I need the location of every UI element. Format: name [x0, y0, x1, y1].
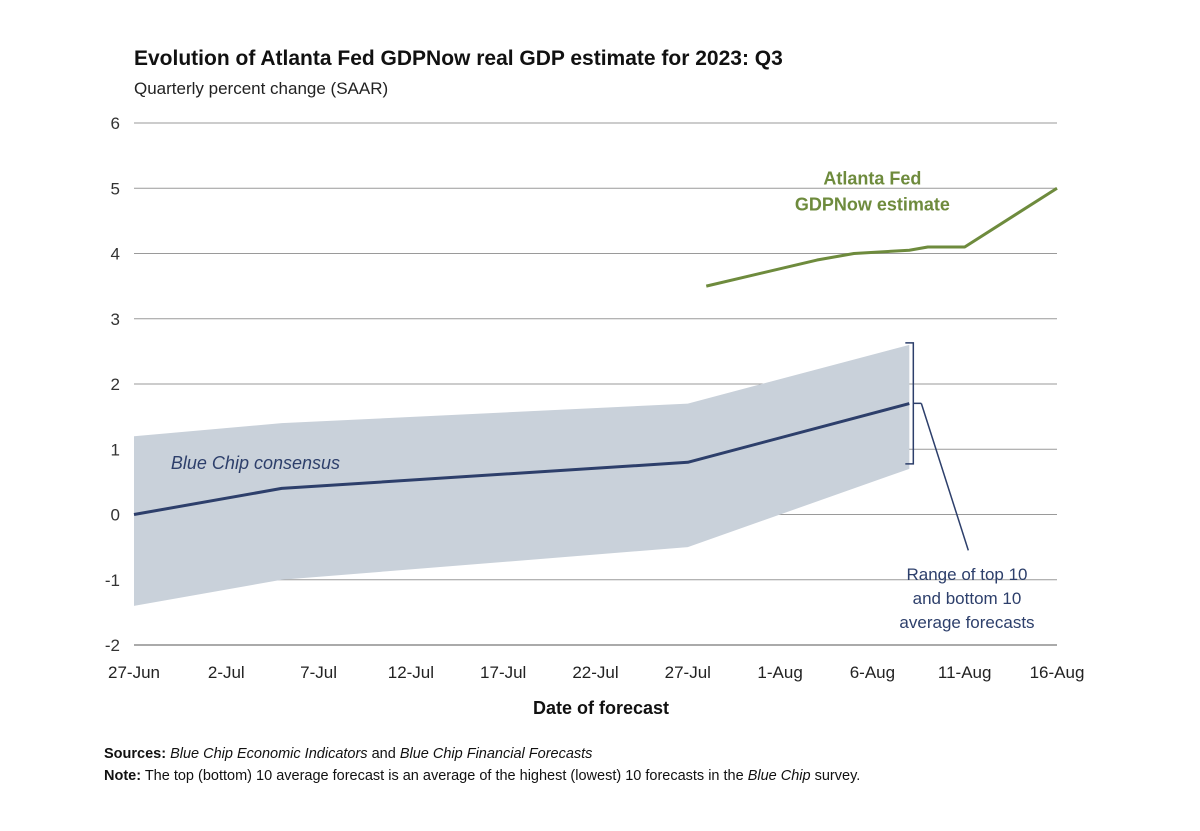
range-callout-line	[920, 403, 970, 551]
x-tick-label: 1-Aug	[757, 663, 802, 682]
y-tick-label: 2	[111, 375, 120, 394]
note-part-1: The top (bottom) 10 average forecast is …	[141, 768, 748, 784]
x-tick-label: 22-Jul	[572, 663, 618, 682]
y-tick-label: -2	[105, 636, 120, 655]
y-tick-label: 4	[111, 245, 120, 264]
y-tick-label: 0	[111, 506, 120, 525]
x-tick-label: 6-Aug	[850, 663, 895, 682]
blue-chip-series-label: Blue Chip consensus	[171, 453, 340, 473]
x-tick-label: 27-Jun	[108, 663, 160, 682]
sources-label: Sources:	[104, 746, 167, 762]
note-part-3: survey.	[810, 768, 861, 784]
sources-part-1: Blue Chip Economic Indicators	[170, 746, 368, 762]
gdpnow-series-label: GDPNow estimate	[795, 195, 950, 215]
gdpnow-line	[705, 186, 1058, 288]
range-band-label: average forecasts	[899, 613, 1034, 632]
note-part-2: Blue Chip	[747, 768, 811, 784]
range-band-label: Range of top 10	[907, 565, 1028, 584]
gdpnow-series-label: Atlanta Fed	[823, 169, 921, 189]
x-tick-label: 12-Jul	[388, 663, 434, 682]
x-tick-label: 17-Jul	[480, 663, 526, 682]
footnote: Note: The top (bottom) 10 average foreca…	[104, 768, 860, 784]
range-band-label: and bottom 10	[913, 589, 1022, 608]
x-axis-title: Date of forecast	[533, 698, 669, 718]
y-tick-label: 6	[111, 114, 120, 133]
x-tick-label: 2-Jul	[208, 663, 245, 682]
chart-title: Evolution of Atlanta Fed GDPNow real GDP…	[134, 47, 783, 70]
range-band	[134, 344, 910, 606]
note-label: Note:	[104, 768, 142, 784]
x-tick-label: 27-Jul	[665, 663, 711, 682]
sources-note: Sources: Blue Chip Economic Indicators a…	[104, 746, 592, 762]
x-tick-label: 7-Jul	[300, 663, 337, 682]
x-tick-label: 11-Aug	[938, 663, 992, 682]
y-tick-label: -1	[105, 571, 120, 590]
x-tick-label: 16-Aug	[1030, 663, 1085, 682]
sources-part-2: and	[367, 746, 400, 762]
chart-subtitle: Quarterly percent change (SAAR)	[134, 79, 389, 98]
y-tick-label: 3	[111, 310, 120, 329]
blue-chip-line	[133, 402, 910, 516]
y-tick-label: 5	[111, 179, 120, 198]
y-tick-label: 1	[111, 440, 120, 459]
sources-part-3: Blue Chip Financial Forecasts	[399, 746, 593, 762]
